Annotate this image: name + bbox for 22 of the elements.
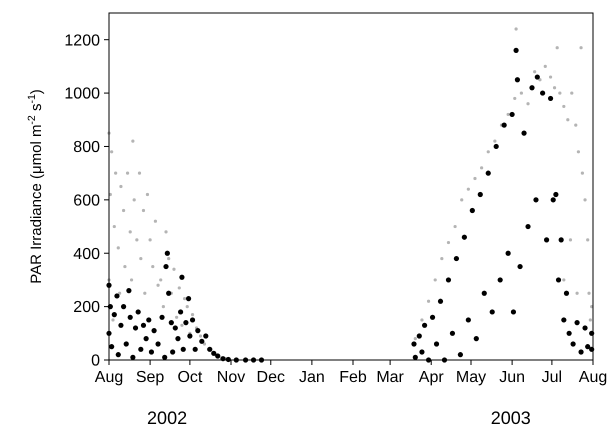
- x-tick-label: May: [456, 369, 486, 386]
- x-tick-label: Aug: [94, 369, 124, 386]
- x-tick-label: Sep: [136, 369, 164, 386]
- x-tick-label: Nov: [216, 369, 246, 386]
- x-tick-label: Mar: [376, 369, 405, 386]
- x-tick-label: Oct: [177, 369, 203, 386]
- x-tick-label: Jul: [542, 369, 562, 386]
- x-tick-label: Jun: [499, 369, 526, 386]
- x-tick-label: Apr: [418, 369, 444, 386]
- y-tick-label: 800: [73, 139, 100, 156]
- x-tick-label: Feb: [339, 369, 367, 386]
- y-tick-label: 400: [73, 246, 100, 263]
- y-tick-label: 1000: [64, 86, 100, 103]
- x-tick-label: Dec: [256, 369, 285, 386]
- text: 2002: [147, 408, 188, 428]
- x-tick-label: Jan: [298, 369, 325, 386]
- y-tick-label: 200: [73, 299, 100, 316]
- y-tick-label: 1200: [64, 32, 100, 50]
- x-tick-label: Aug: [578, 369, 608, 386]
- y-tick-label: 0: [91, 352, 100, 370]
- y-tick-label: 600: [73, 192, 100, 210]
- text: 2003: [490, 408, 531, 428]
